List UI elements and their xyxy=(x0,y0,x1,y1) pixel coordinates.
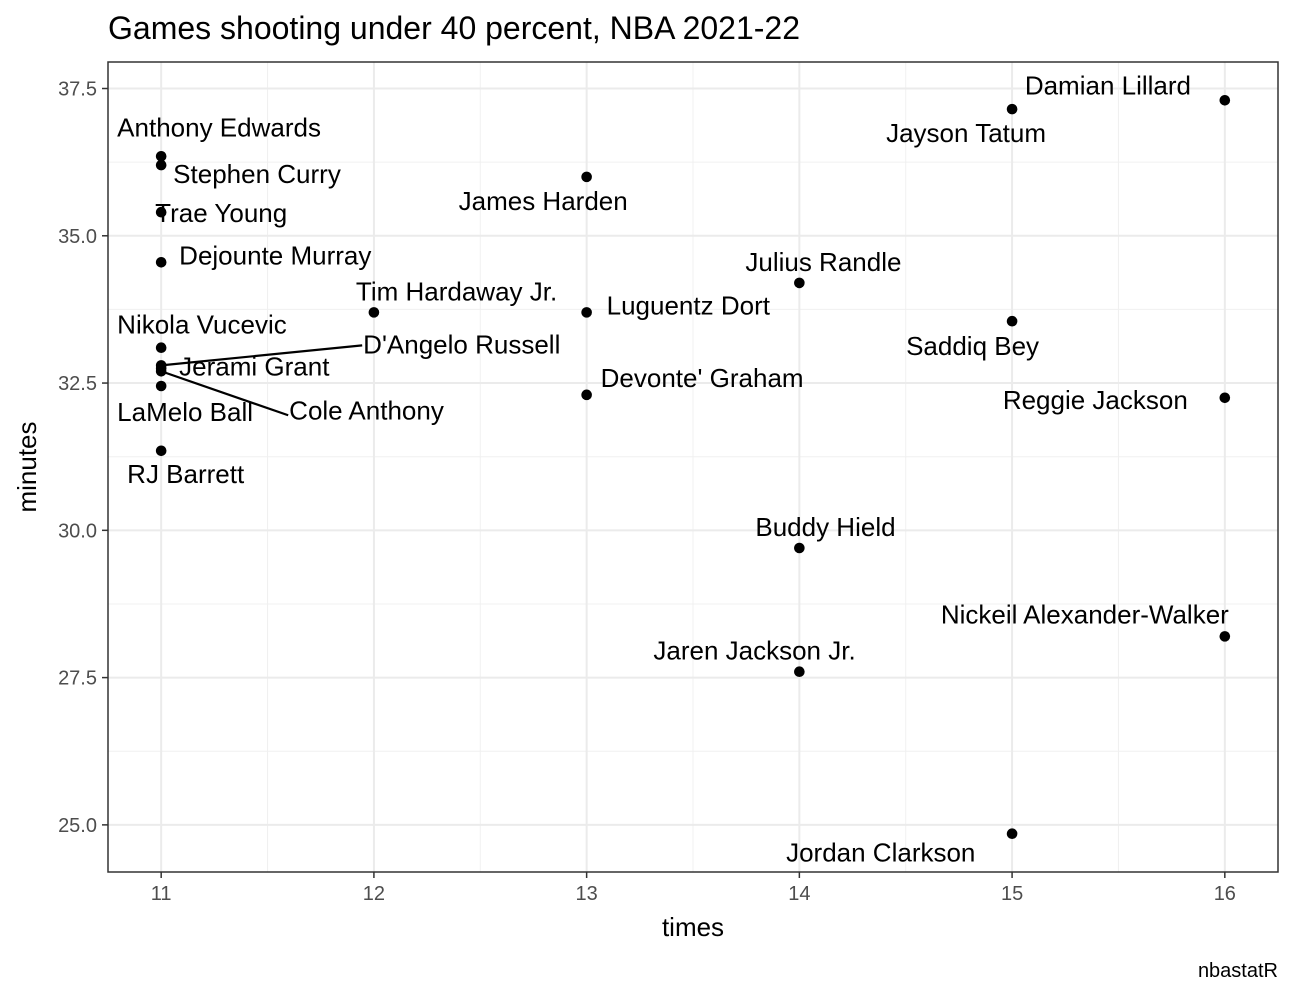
data-point xyxy=(581,307,592,318)
data-point xyxy=(1006,828,1018,840)
y-tick-label: 27.5 xyxy=(58,668,97,690)
point-label: Jayson Tatum xyxy=(886,118,1046,148)
y-tick-label: 32.5 xyxy=(58,373,97,395)
data-point xyxy=(1219,94,1231,106)
point-label: Damian Lillard xyxy=(1025,70,1191,100)
data-point xyxy=(794,542,805,554)
x-tick-label: 16 xyxy=(1214,883,1236,905)
point-label: James Harden xyxy=(459,186,628,216)
point-label: RJ Barrett xyxy=(127,459,245,489)
y-tick-label: 25.0 xyxy=(58,815,97,837)
panel-border xyxy=(107,61,1279,873)
point-label: Anthony Edwards xyxy=(117,112,321,142)
point-label: Jerami Grant xyxy=(179,351,330,381)
point-label: Julius Randle xyxy=(745,247,901,277)
data-point xyxy=(1006,103,1018,115)
point-label: Tim Hardaway Jr. xyxy=(356,276,557,306)
x-axis-title: times xyxy=(662,912,724,942)
point-label: Reggie Jackson xyxy=(1003,385,1188,415)
x-tick-label: 14 xyxy=(788,883,810,905)
point-label: Nickeil Alexander-Walker xyxy=(941,599,1229,629)
data-point xyxy=(155,380,167,392)
y-axis-title: minutes xyxy=(12,421,42,512)
point-label: Stephen Curry xyxy=(173,159,341,189)
data-point xyxy=(155,445,167,457)
point-label: Saddiq Bey xyxy=(906,331,1039,361)
point-label: Cole Anthony xyxy=(289,395,444,425)
y-tick-label: 37.5 xyxy=(58,79,97,101)
data-point xyxy=(155,256,167,268)
point-label: Luguentz Dort xyxy=(607,290,771,320)
caption: nbastatR xyxy=(1198,960,1278,982)
leader-line xyxy=(160,370,289,417)
chart-title: Games shooting under 40 percent, NBA 202… xyxy=(108,10,800,46)
x-tick-label: 12 xyxy=(363,883,385,905)
data-point xyxy=(581,389,592,401)
point-label: LaMelo Ball xyxy=(117,397,253,427)
point-label: Nikola Vucevic xyxy=(117,310,287,340)
y-tick-label: 35.0 xyxy=(58,226,97,248)
point-label: D'Angelo Russell xyxy=(363,329,560,359)
data-point xyxy=(368,307,380,318)
x-tick-label: 15 xyxy=(1001,883,1023,905)
y-tick-label: 30.0 xyxy=(58,520,97,542)
point-label: Trae Young xyxy=(155,198,287,228)
data-point xyxy=(155,159,167,171)
data-point xyxy=(1219,631,1231,642)
point-label: Devonte' Graham xyxy=(601,363,804,393)
point-label: Jaren Jackson Jr. xyxy=(653,636,855,666)
data-point xyxy=(155,206,167,218)
data-point xyxy=(581,171,592,183)
data-point xyxy=(155,342,167,354)
data-point xyxy=(1006,315,1018,327)
plot-area: 11 12 13 14 15 16 25.0 27.5 30.0 32.5 35.0 37.5 Anth… xyxy=(58,61,1279,905)
x-tick-label: 11 xyxy=(151,883,172,905)
data-point xyxy=(155,365,167,377)
point-label: Buddy Hield xyxy=(755,512,895,542)
x-tick-label: 13 xyxy=(576,883,598,905)
data-point xyxy=(155,150,167,162)
data-point xyxy=(794,277,805,289)
data-point xyxy=(1219,392,1231,404)
point-label: Jordan Clarkson xyxy=(786,838,975,868)
point-label: Dejounte Murray xyxy=(179,240,371,270)
leader-line xyxy=(161,344,363,367)
data-point xyxy=(794,666,805,678)
